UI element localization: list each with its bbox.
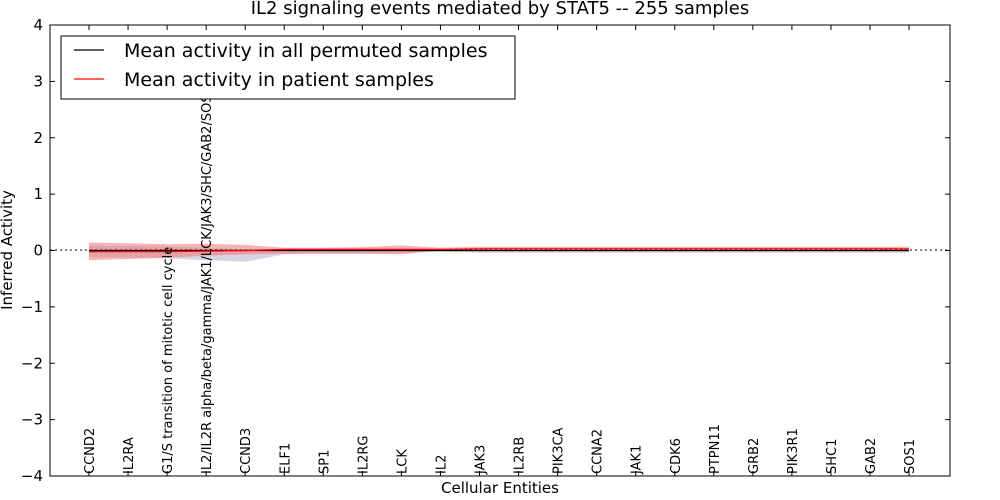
y-tick-label: 0 <box>33 242 43 260</box>
y-tick-label: −3 <box>21 411 43 429</box>
legend-label-permuted: Mean activity in all permuted samples <box>124 40 487 62</box>
x-category-label: CDK6 <box>669 438 684 474</box>
x-category-label: PIK3CA <box>552 427 567 474</box>
x-category-label: SHC1 <box>825 439 840 474</box>
x-category-label: IL2RA <box>122 437 137 474</box>
x-category-label: IL2RB <box>513 437 528 474</box>
x-category-label: CCNA2 <box>591 429 606 474</box>
legend: Mean activity in all permuted samples Me… <box>60 35 516 100</box>
y-axis: −4 −3 −2 −1 0 1 2 3 4 <box>21 16 950 485</box>
y-tick-label: −1 <box>21 298 43 316</box>
band-series-2 <box>89 242 909 261</box>
legend-box <box>60 35 516 100</box>
y-tick-label: −2 <box>21 354 43 372</box>
y-tick-label: 2 <box>33 129 43 147</box>
x-category-label: IL2 <box>434 455 449 474</box>
x-category-label: CCND2 <box>83 428 98 474</box>
legend-label-patient: Mean activity in patient samples <box>124 69 434 91</box>
x-category-label: ELF1 <box>278 443 293 474</box>
x-category-label: G1/S transition of mitotic cell cycle <box>161 247 176 474</box>
y-tick-label: 1 <box>33 185 43 203</box>
x-category-label: JAK1 <box>630 445 645 475</box>
chart-title: IL2 signaling events mediated by STAT5 -… <box>251 0 750 19</box>
x-category-label: GAB2 <box>864 438 879 474</box>
y-tick-label: 4 <box>33 16 43 34</box>
x-axis-title: Cellular Entities <box>441 479 559 497</box>
x-category-label: IL2RG <box>356 436 371 474</box>
x-category-label: LCK <box>395 449 410 474</box>
y-tick-label: 3 <box>33 72 43 90</box>
x-axis: CCND2 IL2RA G1/S transition of mitotic cel… <box>83 25 918 476</box>
x-category-label: PTPN11 <box>708 424 723 474</box>
x-category-label: JAK3 <box>474 445 489 475</box>
y-axis-title: Inferred Activity <box>0 190 16 310</box>
y-tick-label: −4 <box>21 467 43 485</box>
x-category-label: IL2/IL2R alpha/beta/gamma/JAK1/LCK/JAK3/… <box>200 64 215 474</box>
series-lines-layer <box>89 248 909 253</box>
x-category-label: GRB2 <box>747 438 762 474</box>
x-category-label: CCND3 <box>239 428 254 474</box>
x-category-label: SP1 <box>317 450 332 474</box>
line-series-2 <box>89 248 909 253</box>
x-category-label: PIK3R1 <box>786 428 801 474</box>
x-category-label: SOS1 <box>903 439 918 474</box>
